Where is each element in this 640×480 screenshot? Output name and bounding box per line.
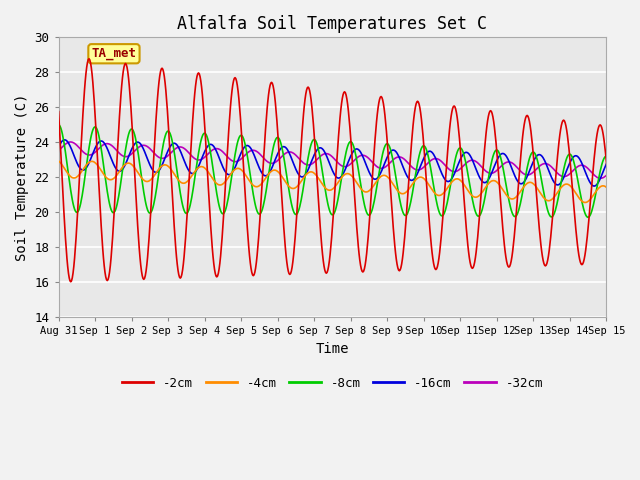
Line: -32cm: -32cm (59, 142, 607, 178)
-4cm (581, 200, 589, 205)
Line: -16cm: -16cm (59, 140, 607, 186)
-32cm (293, 153, 301, 159)
-16cm (55, 144, 63, 150)
Line: -4cm: -4cm (59, 161, 607, 203)
-2cm (85, 56, 93, 61)
-16cm (603, 160, 611, 166)
-32cm (198, 156, 205, 162)
-4cm (603, 185, 611, 191)
-4cm (197, 164, 205, 169)
Text: TA_met: TA_met (92, 47, 136, 60)
-4cm (598, 183, 606, 189)
-32cm (532, 167, 540, 173)
-2cm (600, 132, 607, 137)
-16cm (174, 144, 182, 149)
-16cm (471, 163, 479, 168)
-8cm (173, 169, 181, 175)
-4cm (470, 194, 477, 200)
-32cm (67, 139, 75, 145)
Line: -8cm: -8cm (59, 125, 607, 217)
-8cm (531, 150, 539, 156)
-4cm (531, 182, 539, 188)
-8cm (292, 212, 300, 217)
-2cm (603, 166, 611, 171)
X-axis label: Time: Time (316, 342, 349, 356)
Legend: -2cm, -4cm, -8cm, -16cm, -32cm: -2cm, -4cm, -8cm, -16cm, -32cm (116, 372, 548, 395)
-16cm (590, 183, 598, 189)
-8cm (197, 138, 205, 144)
-8cm (598, 159, 606, 165)
-32cm (596, 175, 604, 181)
-16cm (293, 168, 301, 174)
-2cm (532, 189, 540, 194)
-2cm (67, 279, 75, 285)
-4cm (55, 158, 63, 164)
-32cm (174, 144, 182, 150)
-16cm (61, 137, 68, 143)
-8cm (55, 122, 63, 128)
-2cm (472, 255, 479, 261)
-2cm (175, 272, 182, 277)
-16cm (600, 168, 607, 174)
-2cm (198, 92, 206, 97)
-32cm (55, 148, 63, 154)
Line: -2cm: -2cm (59, 59, 607, 282)
-8cm (470, 204, 477, 209)
-16cm (532, 155, 540, 160)
-32cm (600, 175, 607, 180)
-8cm (584, 215, 592, 220)
-32cm (603, 172, 611, 178)
-4cm (173, 176, 181, 181)
-4cm (292, 185, 300, 191)
-8cm (603, 154, 611, 159)
-2cm (294, 202, 301, 207)
Title: Alfalfa Soil Temperatures Set C: Alfalfa Soil Temperatures Set C (177, 15, 488, 33)
Y-axis label: Soil Temperature (C): Soil Temperature (C) (15, 94, 29, 261)
-2cm (55, 109, 63, 115)
-32cm (471, 158, 479, 164)
-16cm (198, 156, 205, 162)
